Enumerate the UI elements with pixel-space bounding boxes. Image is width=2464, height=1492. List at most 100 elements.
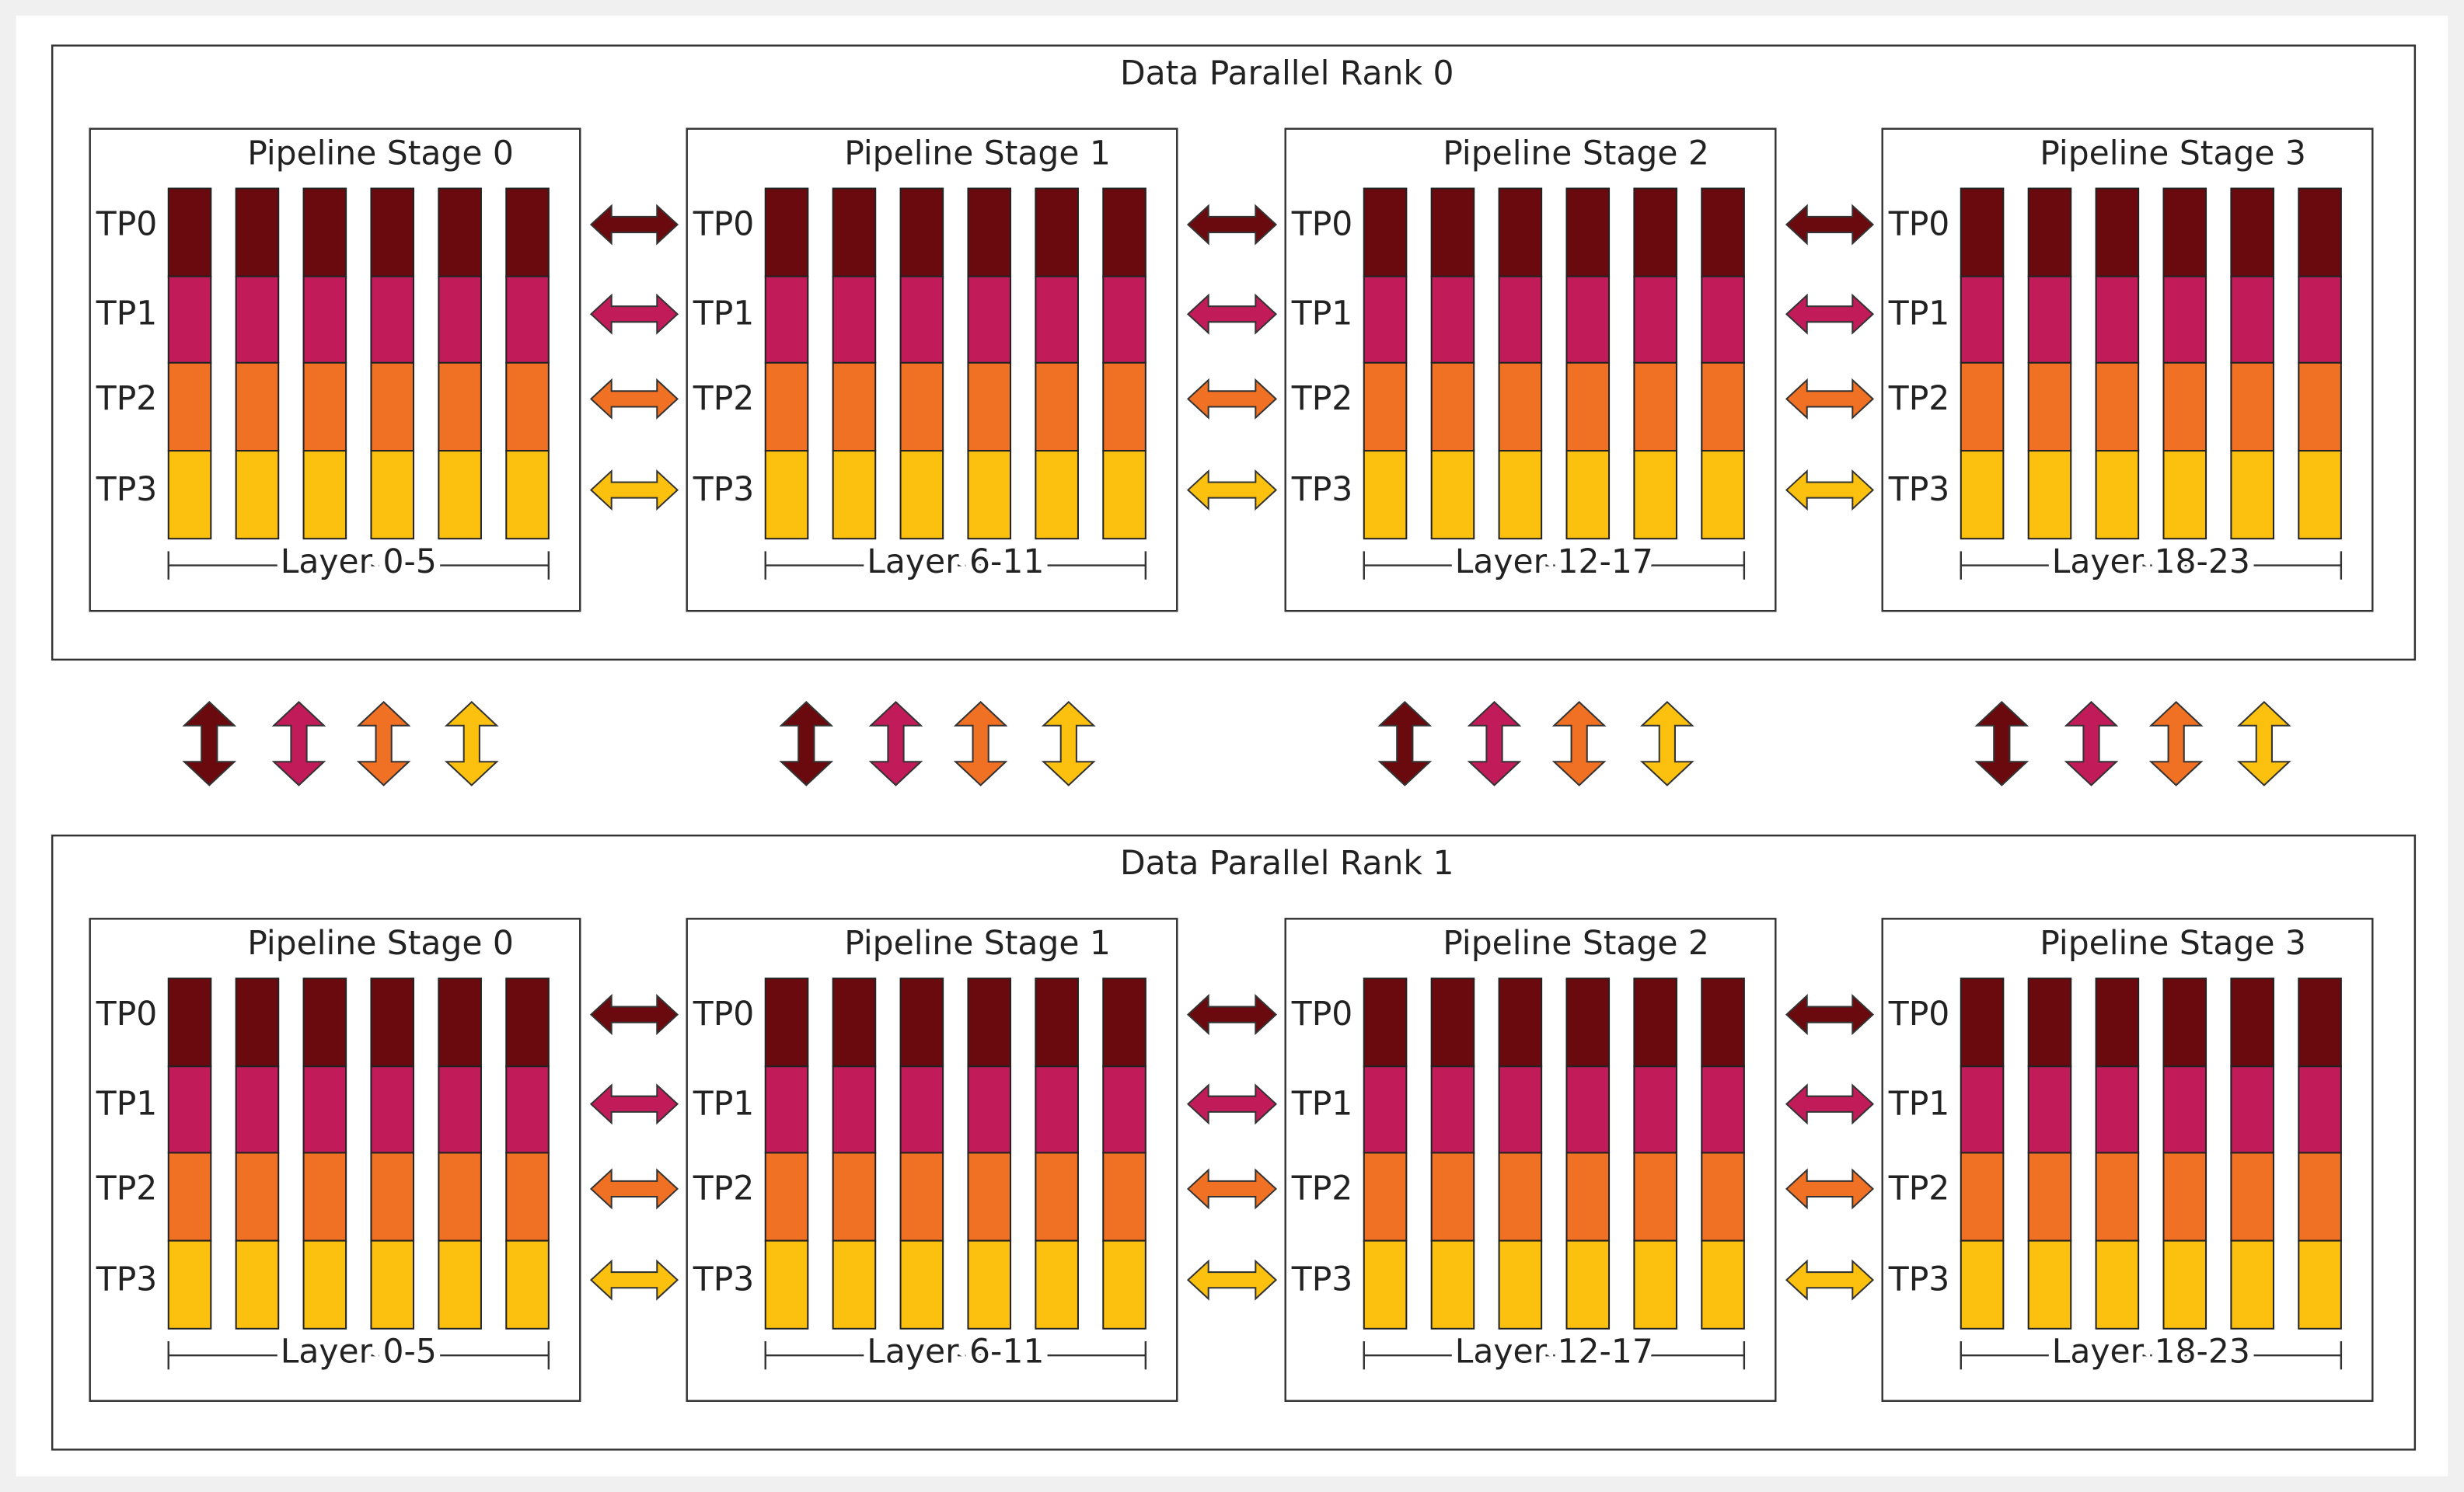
layer-label: Layer 12-17 (1455, 543, 1653, 581)
tp-block (899, 187, 944, 277)
tp-block (1035, 978, 1079, 1068)
h-arrow (1186, 1168, 1278, 1210)
tp-label: TP2 (693, 1170, 755, 1208)
tp-block (1035, 187, 1079, 277)
tp-block (1102, 361, 1146, 452)
h-arrow (1186, 1083, 1278, 1125)
tp-label: TP0 (693, 995, 755, 1034)
tp-label: TP2 (1291, 1170, 1353, 1208)
tp-block (899, 1065, 944, 1154)
tp-block (1363, 187, 1408, 277)
tp-block (1102, 450, 1146, 540)
v-arrow (182, 701, 237, 786)
tp-block (438, 1065, 482, 1154)
v-arrow (2064, 701, 2119, 786)
tp-block (1633, 1239, 1677, 1330)
tp-block (764, 275, 809, 364)
tp-block (832, 1065, 877, 1154)
tp-block (764, 1152, 809, 1242)
tp-block (2162, 187, 2207, 277)
tp-block (1960, 187, 2005, 277)
tp-block (370, 1239, 415, 1330)
tp-block (1960, 275, 2005, 364)
tp-block (302, 450, 347, 540)
stage-title: Pipeline Stage 0 (247, 925, 514, 963)
tp-block (438, 1152, 482, 1242)
tp-block (967, 361, 1012, 452)
stage-title: Pipeline Stage 1 (844, 135, 1111, 173)
tp-block (1035, 361, 1079, 452)
tp-block (438, 187, 482, 277)
tp-label: TP2 (1888, 380, 1950, 418)
h-arrow (589, 1259, 679, 1301)
tp-block (505, 361, 550, 452)
tp-block (2027, 1152, 2072, 1242)
tp-block (235, 361, 280, 452)
tp-block (1035, 1239, 1079, 1330)
tp-label: TP3 (1291, 471, 1353, 509)
tp-block (2230, 275, 2274, 364)
tp-block (832, 450, 877, 540)
tp-block (438, 450, 482, 540)
tp-label: TP1 (1888, 295, 1950, 333)
tp-block (832, 361, 877, 452)
tp-block (1565, 978, 1611, 1068)
h-arrow (1186, 994, 1278, 1036)
tp-label: TP1 (693, 295, 755, 333)
tp-block (1363, 450, 1408, 540)
tp-block (1102, 978, 1146, 1068)
tp-block (235, 1152, 280, 1242)
tp-block (2162, 450, 2207, 540)
tp-block (438, 275, 482, 364)
tp-label: TP3 (1888, 1261, 1950, 1299)
tp-block (167, 275, 212, 364)
h-arrow (1785, 1168, 1875, 1210)
tp-block (505, 1065, 550, 1154)
v-arrow (444, 701, 499, 786)
tp-block (1960, 1065, 2005, 1154)
tp-label: TP2 (1888, 1170, 1950, 1208)
tp-block (1565, 1239, 1611, 1330)
tp-block (1430, 1152, 1475, 1242)
tp-block (1102, 275, 1146, 364)
tp-block (2230, 1065, 2274, 1154)
tp-label: TP0 (96, 206, 158, 244)
tp-block (1498, 450, 1543, 540)
tp-label: TP3 (693, 471, 755, 509)
layer-label: Layer 18-23 (2052, 543, 2250, 581)
tp-block (832, 275, 877, 364)
tp-block (967, 978, 1012, 1068)
tp-block (832, 187, 877, 277)
h-arrow (589, 994, 679, 1036)
tp-block (899, 275, 944, 364)
tp-block (2027, 275, 2072, 364)
h-arrow (589, 1083, 679, 1125)
tp-label: TP1 (1888, 1085, 1950, 1123)
h-arrow (589, 293, 679, 335)
tp-block (2298, 187, 2342, 277)
tp-block (2095, 450, 2140, 540)
tp-block (505, 187, 550, 277)
tp-label: TP2 (96, 380, 158, 418)
tp-block (1701, 450, 1745, 540)
layer-label: Layer 12-17 (1455, 1333, 1653, 1372)
tp-block (2095, 1239, 2140, 1330)
stage-title: Pipeline Stage 3 (2040, 135, 2306, 173)
v-arrow (1377, 701, 1433, 786)
tp-block (2095, 275, 2140, 364)
tp-block (370, 361, 415, 452)
layer-label: Layer 0-5 (281, 1333, 437, 1372)
tp-block (1430, 1065, 1475, 1154)
tp-block (1960, 361, 2005, 452)
tp-block (2027, 187, 2072, 277)
tp-block (967, 1239, 1012, 1330)
tp-block (832, 1239, 877, 1330)
tp-block (370, 275, 415, 364)
tp-block (1565, 450, 1611, 540)
tp-block (1565, 275, 1611, 364)
tp-block (235, 275, 280, 364)
tp-block (1633, 187, 1677, 277)
tp-block (2230, 450, 2274, 540)
tp-block (764, 1239, 809, 1330)
